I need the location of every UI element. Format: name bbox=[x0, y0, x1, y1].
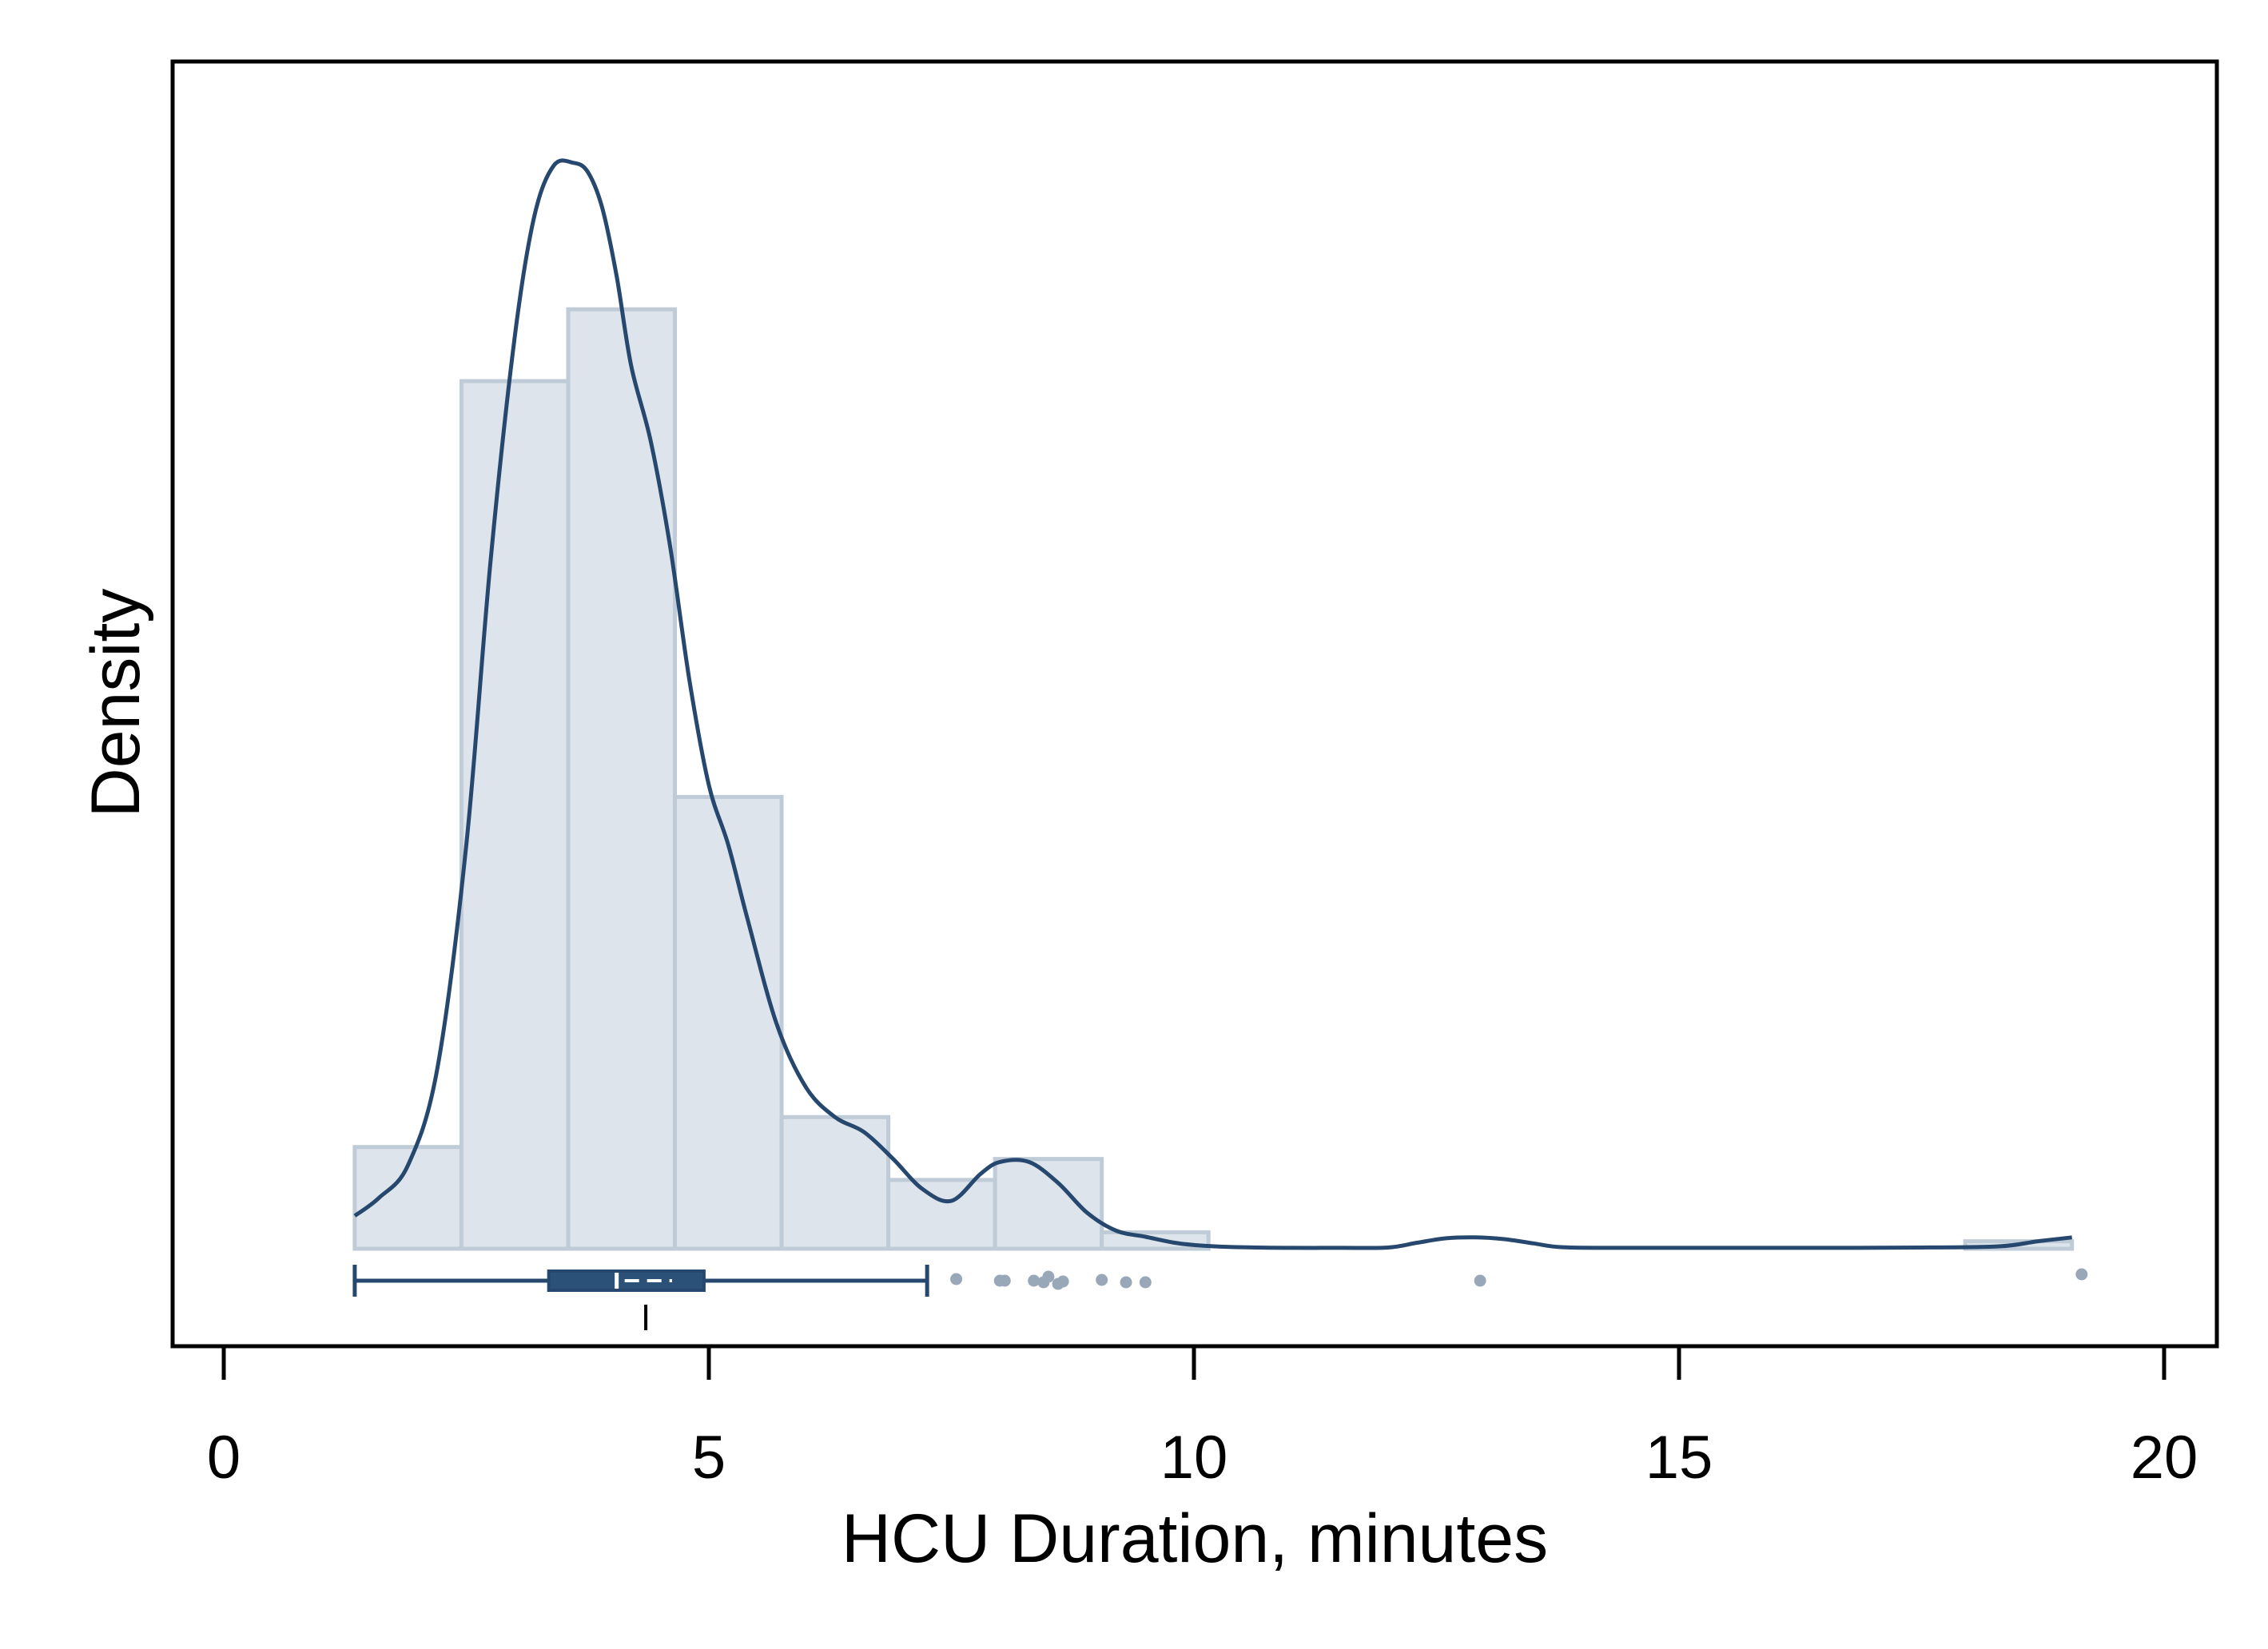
histogram-bar-2 bbox=[459, 379, 571, 1251]
outlier-point-11 bbox=[1139, 1276, 1152, 1289]
outlier-point-10 bbox=[1120, 1276, 1132, 1289]
histogram-bar-3 bbox=[566, 307, 678, 1251]
x-axis-title: HCU Duration, minutes bbox=[842, 1500, 1548, 1577]
density-curve bbox=[353, 158, 2072, 1250]
y-axis-title: Density bbox=[78, 589, 154, 818]
outlier-point-4 bbox=[1028, 1274, 1040, 1287]
x-tick-label-15: 15 bbox=[1645, 1424, 1713, 1492]
histogram-bar-4 bbox=[673, 795, 784, 1251]
box-iqr bbox=[547, 1270, 706, 1292]
x-axis: 0 5 10 15 20 bbox=[207, 1346, 2198, 1492]
outlier-point-13 bbox=[2075, 1268, 2088, 1281]
histogram-bar-6 bbox=[886, 1178, 997, 1251]
outlier-point-3 bbox=[998, 1274, 1011, 1287]
x-tick-label-0: 0 bbox=[207, 1424, 241, 1492]
outlier-point-9 bbox=[1096, 1274, 1108, 1286]
outlier-point-12 bbox=[1474, 1274, 1486, 1287]
outlier-point-8 bbox=[1056, 1275, 1069, 1288]
x-tick-label-20: 20 bbox=[2131, 1424, 2198, 1492]
outlier-point-1 bbox=[950, 1273, 963, 1285]
density-curve-group bbox=[353, 158, 2072, 1250]
outlier-point-6 bbox=[1042, 1270, 1055, 1283]
boxplot bbox=[352, 1265, 2088, 1330]
x-tick-label-5: 5 bbox=[692, 1424, 726, 1492]
x-tick-label-10: 10 bbox=[1160, 1424, 1228, 1492]
